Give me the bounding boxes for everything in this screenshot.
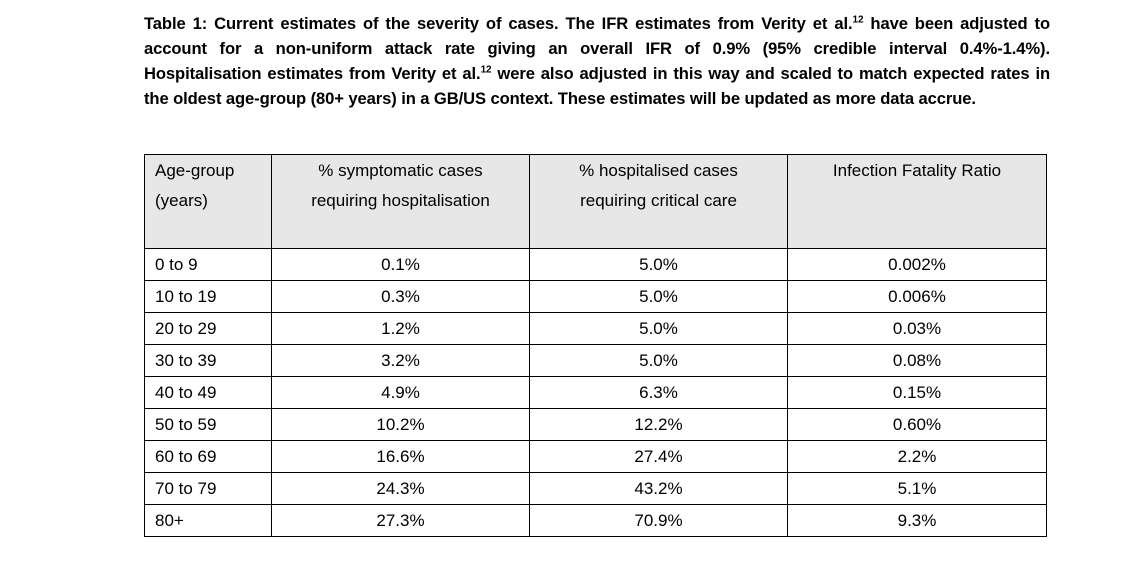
critical-care-cell: 70.9% [529,504,788,537]
age-group-cell: 20 to 29 [144,312,272,345]
critical-care-cell: 6.3% [529,376,788,409]
header-line: % symptomatic cases [318,161,483,180]
table-row: 50 to 59 10.2% 12.2% 0.60% [144,408,1047,441]
table-row: 80+ 27.3% 70.9% 9.3% [144,504,1047,537]
table-row: 10 to 19 0.3% 5.0% 0.006% [144,280,1047,313]
caption-text-part1: Table 1: Current estimates of the severi… [144,14,853,33]
severity-table: Age-group (years) % symptomatic cases requ… [144,154,1047,537]
hospitalisation-cell: 16.6% [271,440,530,473]
table-caption: Table 1: Current estimates of the severi… [144,11,1050,111]
header-line: (years) [155,191,208,210]
header-line: requiring hospitalisation [311,191,490,210]
critical-care-cell: 5.0% [529,248,788,281]
reference-superscript: 12 [852,14,864,26]
table-row: 40 to 49 4.9% 6.3% 0.15% [144,376,1047,409]
critical-care-cell: 43.2% [529,472,788,505]
header-infection-fatality-ratio: Infection Fatality Ratio [787,154,1047,249]
header-line: Age-group [155,161,235,180]
ifr-cell: 2.2% [787,440,1047,473]
ifr-cell: 5.1% [787,472,1047,505]
table-row: 0 to 9 0.1% 5.0% 0.002% [144,248,1047,281]
ifr-cell: 0.15% [787,376,1047,409]
hospitalisation-cell: 0.1% [271,248,530,281]
age-group-cell: 60 to 69 [144,440,272,473]
hospitalisation-cell: 10.2% [271,408,530,441]
ifr-cell: 0.002% [787,248,1047,281]
header-line: requiring critical care [580,191,737,210]
ifr-cell: 0.60% [787,408,1047,441]
critical-care-cell: 12.2% [529,408,788,441]
ifr-cell: 0.006% [787,280,1047,313]
ifr-cell: 0.03% [787,312,1047,345]
caption-text-part3: were also adjusted in this way and scale… [144,64,1050,108]
hospitalisation-cell: 4.9% [271,376,530,409]
critical-care-cell: 5.0% [529,344,788,377]
header-line: % hospitalised cases [579,161,738,180]
header-symptomatic-hospitalisation: % symptomatic cases requiring hospitalisa… [271,154,530,249]
header-line: Infection Fatality Ratio [832,161,1002,180]
table-header-row: Age-group (years) % symptomatic cases requ… [144,154,1047,249]
age-group-cell: 70 to 79 [144,472,272,505]
table-row: 70 to 79 24.3% 43.2% 5.1% [144,472,1047,505]
hospitalisation-cell: 3.2% [271,344,530,377]
hospitalisation-cell: 24.3% [271,472,530,505]
table-row: 60 to 69 16.6% 27.4% 2.2% [144,440,1047,473]
caption-text-part2: have been adjusted to account for a non-… [144,14,1050,83]
table-row: 20 to 29 1.2% 5.0% 0.03% [144,312,1047,345]
hospitalisation-cell: 0.3% [271,280,530,313]
critical-care-cell: 5.0% [529,280,788,313]
age-group-cell: 0 to 9 [144,248,272,281]
header-critical-care: % hospitalised cases requiring critical c… [529,154,788,249]
age-group-cell: 50 to 59 [144,408,272,441]
age-group-cell: 80+ [144,504,272,537]
ifr-cell: 9.3% [787,504,1047,537]
header-age-group: Age-group (years) [144,154,272,249]
hospitalisation-cell: 1.2% [271,312,530,345]
ifr-cell: 0.08% [787,344,1047,377]
table-row: 30 to 39 3.2% 5.0% 0.08% [144,344,1047,377]
reference-superscript: 12 [480,64,492,76]
age-group-cell: 10 to 19 [144,280,272,313]
age-group-cell: 30 to 39 [144,344,272,377]
hospitalisation-cell: 27.3% [271,504,530,537]
age-group-cell: 40 to 49 [144,376,272,409]
critical-care-cell: 5.0% [529,312,788,345]
critical-care-cell: 27.4% [529,440,788,473]
